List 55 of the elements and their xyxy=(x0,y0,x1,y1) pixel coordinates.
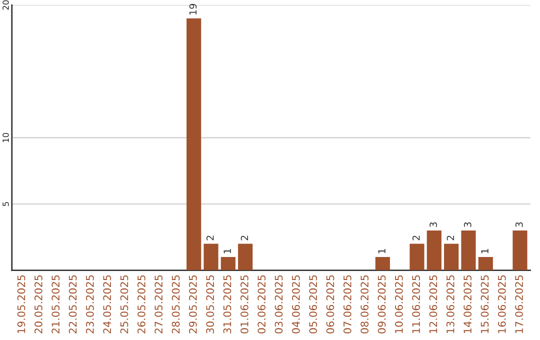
x-tick-label: 07.06.2025 xyxy=(343,275,352,334)
data-label: 2 xyxy=(206,236,214,240)
bar xyxy=(186,18,202,270)
x-tick-label: 13.06.2025 xyxy=(446,275,454,333)
x-tick-label: 24.05.2025 xyxy=(103,275,112,334)
data-label: 2 xyxy=(240,236,248,240)
x-tick-label: 23.05.2025 xyxy=(86,275,94,334)
bar xyxy=(512,230,528,270)
y-tick-label: 5 xyxy=(2,202,9,206)
x-tick-label: 22.05.2025 xyxy=(68,275,77,334)
bar xyxy=(444,244,459,270)
y-tick-label: 10 xyxy=(2,132,9,142)
x-tick-label: 26.05.2025 xyxy=(137,275,146,334)
x-tick-label: 17.06.2025 xyxy=(515,275,524,333)
bar xyxy=(478,257,493,270)
data-label: 2 xyxy=(412,236,420,240)
x-tick-label: 28.05.2025 xyxy=(172,275,180,334)
x-tick-label: 14.06.2025 xyxy=(464,275,472,333)
x-tick-label: 03.06.2025 xyxy=(274,275,283,334)
y-tick-label: 20 xyxy=(2,0,9,10)
data-label: 3 xyxy=(515,222,523,227)
x-tick-label: 19.05.2025 xyxy=(17,275,26,333)
x-tick-label: 20.05.2025 xyxy=(34,275,42,334)
x-tick-label: 12.06.2025 xyxy=(429,275,438,333)
x-tick-label: 04.06.2025 xyxy=(292,275,300,334)
x-tick-label: 29.05.2025 xyxy=(188,275,197,334)
x-tick-label: 08.06.2025 xyxy=(360,275,369,334)
x-tick-label: 10.06.2025 xyxy=(394,275,403,333)
bar xyxy=(238,244,253,270)
data-label: 3 xyxy=(430,222,437,227)
x-tick-label: 02.06.2025 xyxy=(258,275,266,334)
x-tick-label: 16.06.2025 xyxy=(498,275,506,333)
data-label: 2 xyxy=(446,236,454,240)
x-tick-label: 11.06.2025 xyxy=(412,275,420,333)
bar xyxy=(204,244,218,270)
bar xyxy=(375,257,390,270)
bar xyxy=(410,244,424,270)
bar xyxy=(426,230,442,270)
x-tick-label: 05.06.2025 xyxy=(309,275,318,334)
data-label: 1 xyxy=(378,248,386,254)
x-tick-label: 25.05.2025 xyxy=(120,275,128,334)
data-label: 1 xyxy=(224,248,231,254)
x-tick-label: 09.06.2025 xyxy=(378,275,386,334)
data-label: 1 xyxy=(481,248,488,254)
x-tick-label: 15.06.2025 xyxy=(480,275,489,333)
bar xyxy=(461,230,476,270)
data-label: 19 xyxy=(189,4,197,15)
x-tick-label: 30.05.2025 xyxy=(206,275,214,334)
data-label: 3 xyxy=(464,222,472,227)
x-tick-label: 06.06.2025 xyxy=(326,275,334,334)
x-tick-label: 31.05.2025 xyxy=(223,275,232,334)
x-tick-label: 27.05.2025 xyxy=(154,275,163,334)
bar xyxy=(220,257,236,270)
x-tick-label: 01.06.2025 xyxy=(240,275,248,334)
x-tick-label: 21.05.2025 xyxy=(52,275,60,334)
